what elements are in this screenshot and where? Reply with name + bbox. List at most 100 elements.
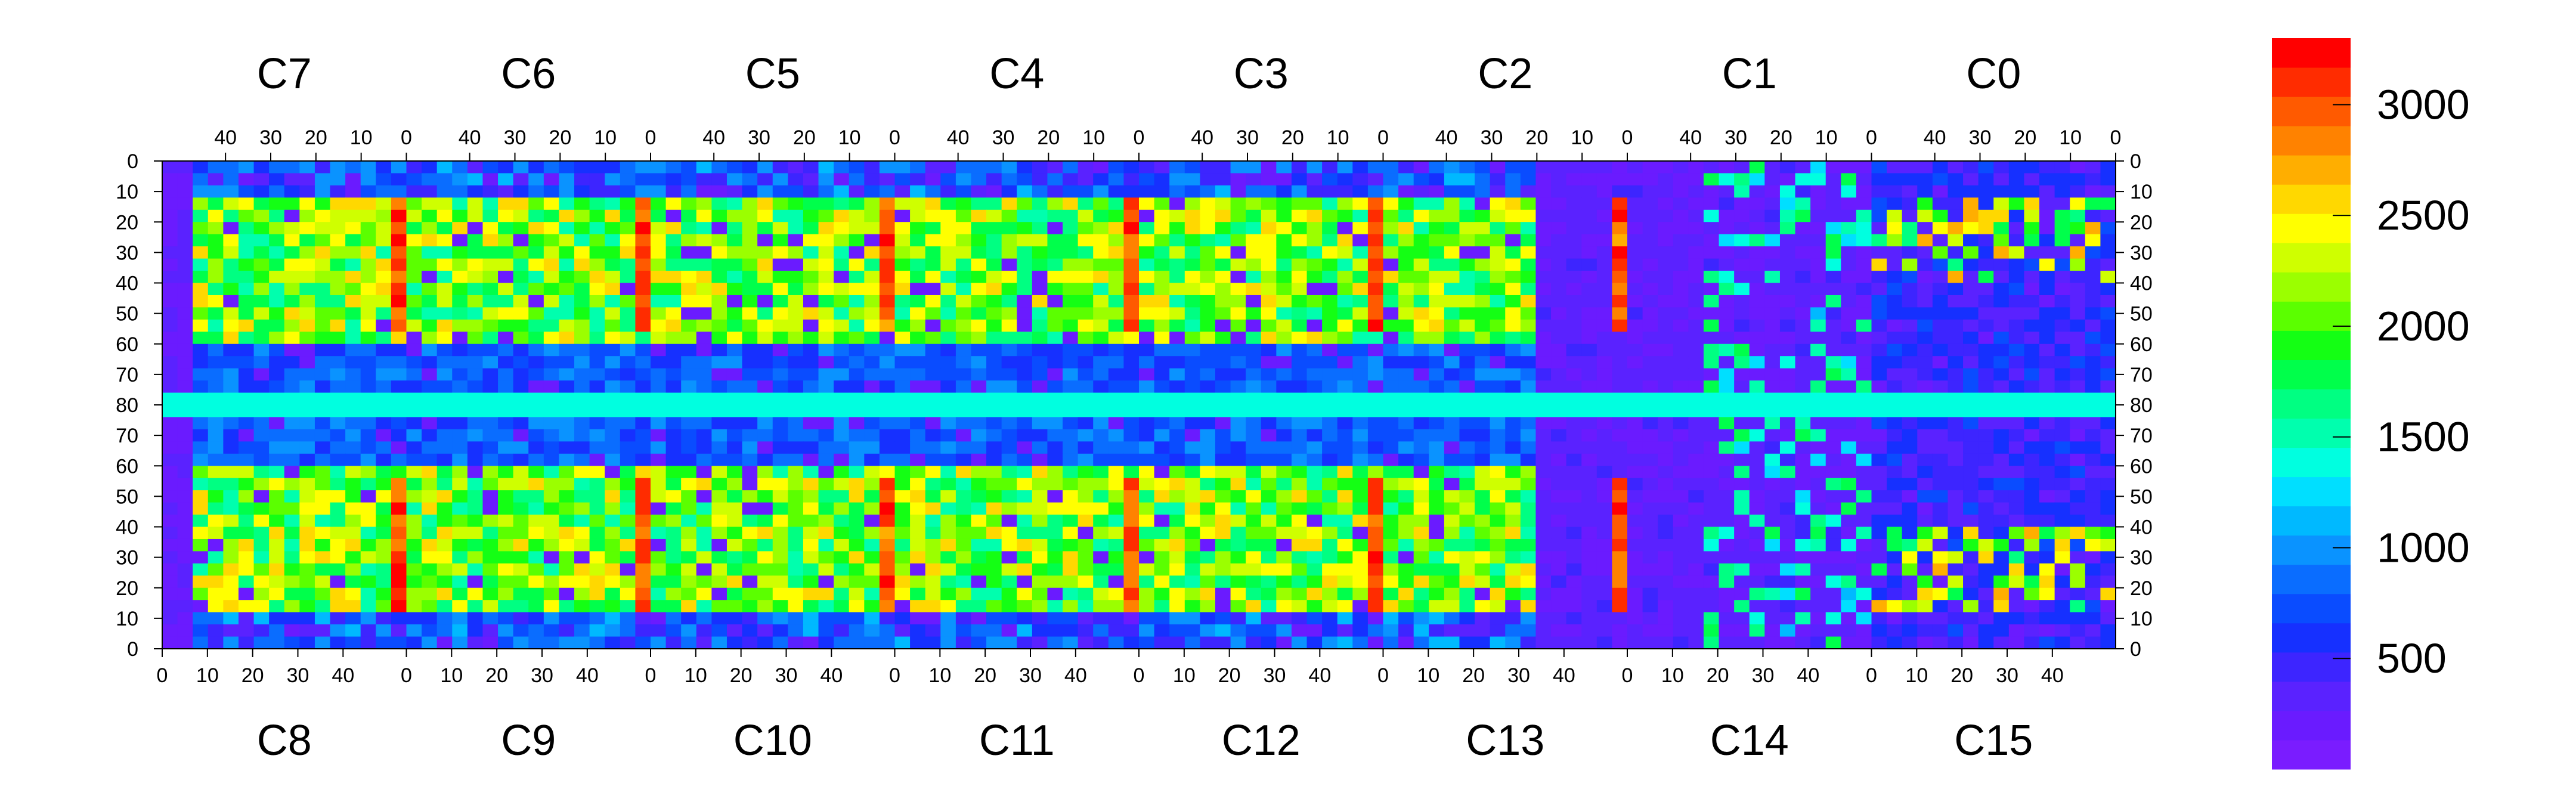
heatmap-cell	[955, 612, 972, 625]
heatmap-cell	[1169, 185, 1185, 198]
heatmap-cell	[1535, 466, 1552, 479]
heatmap-cell	[665, 307, 682, 320]
heatmap-cell	[681, 612, 697, 625]
heatmap-cell	[406, 392, 422, 405]
heatmap-cell	[879, 173, 896, 186]
heatmap-cell	[1276, 587, 1292, 600]
heatmap-cell	[1001, 356, 1017, 369]
heatmap-cell	[1078, 258, 1094, 271]
heatmap-cell	[1276, 551, 1292, 564]
heatmap-cell	[467, 478, 484, 491]
heatmap-cell	[2039, 575, 2055, 589]
heatmap-cell	[1825, 222, 1841, 235]
heatmap-cell	[955, 563, 972, 576]
heatmap-cell	[330, 405, 346, 418]
heatmap-cell	[2100, 283, 2116, 296]
heatmap-cell	[864, 515, 880, 528]
heatmap-cell	[299, 332, 315, 345]
heatmap-cell	[1779, 563, 1796, 576]
heatmap-cell	[1719, 222, 1735, 235]
heatmap-cell	[1063, 392, 1079, 405]
heatmap-cell	[543, 490, 560, 503]
heatmap-cell	[1322, 392, 1338, 405]
heatmap-cell	[482, 380, 499, 394]
heatmap-cell	[1612, 209, 1628, 222]
heatmap-cell	[1810, 161, 1826, 174]
heatmap-cell	[742, 417, 758, 430]
heatmap-cell	[1047, 441, 1063, 454]
heatmap-cell	[177, 332, 193, 345]
heatmap-cell	[498, 453, 514, 466]
heatmap-cell	[1551, 453, 1567, 466]
heatmap-cell	[376, 600, 392, 613]
heatmap-cell	[651, 575, 667, 589]
heatmap-cell	[1566, 466, 1582, 479]
heatmap-cell	[1337, 246, 1353, 259]
heatmap-cell	[894, 368, 911, 381]
heatmap-cell	[1917, 600, 1933, 613]
heatmap-cell	[955, 368, 972, 381]
heatmap-cell	[1444, 587, 1460, 600]
heatmap-cell	[422, 478, 438, 491]
heatmap-cell	[1337, 551, 1353, 564]
heatmap-cell	[1078, 502, 1094, 515]
heatmap-cell	[1398, 466, 1414, 479]
heatmap-cell	[284, 246, 300, 259]
heatmap-cell	[696, 283, 712, 296]
heatmap-cell	[1367, 332, 1384, 345]
heatmap-cell	[1871, 258, 1887, 271]
heatmap-cell	[1764, 319, 1781, 332]
heatmap-cell	[1246, 612, 1262, 625]
heatmap-cell	[1123, 575, 1140, 589]
heatmap-cell	[1093, 380, 1109, 394]
heatmap-cell	[925, 234, 941, 247]
heatmap-cell	[1535, 502, 1552, 515]
heatmap-cell	[1993, 466, 2010, 479]
heatmap-cell	[360, 600, 376, 613]
heatmap-cell	[818, 600, 834, 613]
heatmap-cell	[1078, 429, 1094, 442]
heatmap-cell	[1200, 368, 1216, 381]
heatmap-cell	[1063, 380, 1079, 394]
heatmap-cell	[620, 453, 636, 466]
heatmap-cell	[269, 466, 285, 479]
heatmap-cell	[2024, 332, 2040, 345]
heatmap-cell	[436, 161, 453, 174]
heatmap-cell	[314, 332, 331, 345]
heatmap-cell	[223, 271, 239, 284]
heatmap-cell	[1627, 161, 1643, 174]
heatmap-cell	[1627, 502, 1643, 515]
heatmap-cell	[376, 417, 392, 430]
heatmap-cell	[1276, 258, 1292, 271]
heatmap-cell	[849, 209, 865, 222]
heatmap-cell	[422, 283, 438, 296]
heatmap-cell	[1948, 209, 1964, 222]
heatmap-cell	[635, 246, 651, 259]
heatmap-cell	[1261, 515, 1277, 528]
heatmap-cell	[1047, 538, 1063, 552]
heatmap-cell	[513, 587, 529, 600]
heatmap-cell	[1871, 624, 1887, 637]
heatmap-cell	[1627, 551, 1643, 564]
heatmap-cell	[1551, 515, 1567, 528]
heatmap-cell	[1261, 429, 1277, 442]
heatmap-cell	[635, 600, 651, 613]
heatmap-cell	[849, 392, 865, 405]
heatmap-cell	[376, 295, 392, 308]
heatmap-cell	[1429, 392, 1445, 405]
heatmap-cell	[910, 466, 926, 479]
heatmap-cell	[559, 490, 575, 503]
heatmap-cell	[940, 515, 956, 528]
heatmap-cell	[2008, 356, 2025, 369]
heatmap-cell	[1108, 173, 1124, 186]
heatmap-cell	[1948, 258, 1964, 271]
heatmap-cell	[193, 222, 209, 235]
heatmap-cell	[711, 161, 727, 174]
heatmap-cell	[1184, 600, 1200, 613]
heatmap-cell	[436, 538, 453, 552]
heatmap-cell	[422, 551, 438, 564]
heatmap-cell	[1810, 600, 1826, 613]
heatmap-cell	[1306, 502, 1323, 515]
heatmap-cell	[772, 332, 788, 345]
heatmap-cell	[1688, 332, 1704, 345]
